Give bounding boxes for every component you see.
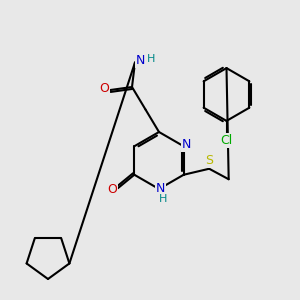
Text: N: N — [182, 138, 191, 151]
Text: O: O — [107, 183, 117, 196]
Text: Cl: Cl — [220, 134, 232, 147]
Text: N: N — [136, 53, 145, 67]
Text: H: H — [158, 194, 167, 204]
Text: N: N — [156, 182, 165, 196]
Text: H: H — [146, 54, 155, 64]
Text: S: S — [205, 154, 213, 167]
Text: O: O — [100, 82, 109, 95]
